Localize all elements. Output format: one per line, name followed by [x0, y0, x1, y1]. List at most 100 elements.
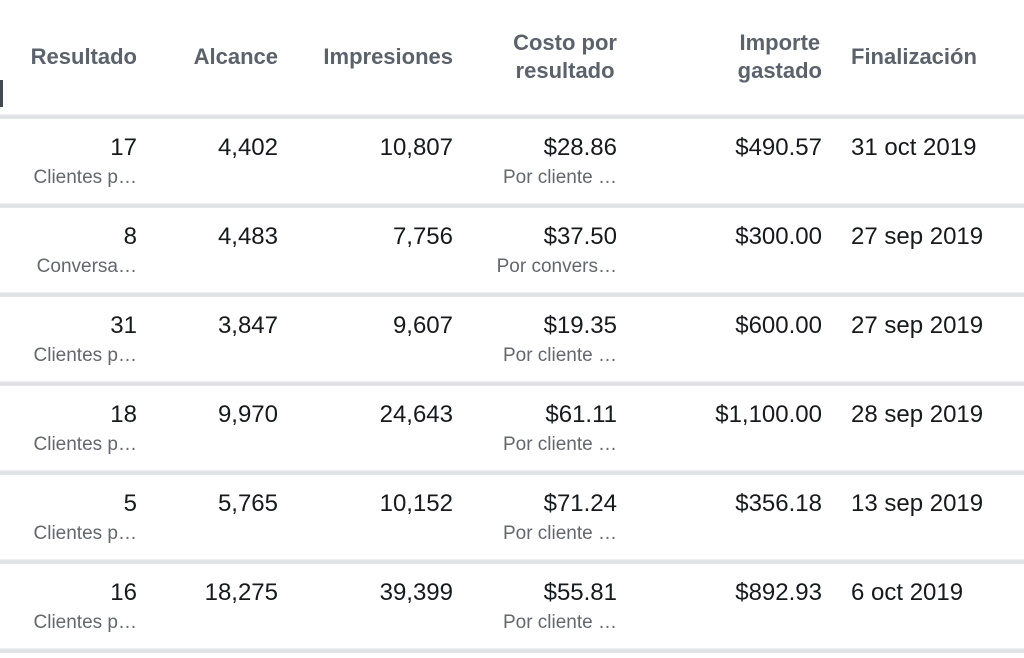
reach-value: 9,970	[217, 401, 278, 428]
cost-per-result-value: $55.81	[543, 579, 617, 606]
cost-type-label: Por cliente …	[502, 167, 617, 188]
cell-alcance: 9,970	[137, 399, 278, 470]
reach-value: 18,275	[204, 579, 278, 606]
cell-costo-por-resultado: $71.24 Por cliente …	[453, 488, 617, 559]
reach-value: 4,402	[217, 134, 278, 161]
cell-resultado: 8 Conversa…	[18, 221, 137, 292]
result-value: 18	[110, 401, 137, 428]
cost-type-label: Por cliente …	[502, 523, 617, 544]
cell-importe-gastado: $892.93	[617, 577, 822, 648]
column-header-label: Resultado	[30, 44, 137, 69]
cell-impresiones: 10,807	[278, 132, 453, 203]
table-row: 18 Clientes p… 9,970 24,643 $61.11 Por c…	[18, 386, 1024, 470]
amount-spent-value: $300.00	[735, 223, 822, 250]
column-header-costo-por-resultado[interactable]: Costo por resultado	[453, 29, 617, 85]
end-date-value: 31 oct 2019	[851, 134, 977, 161]
cost-type-label: Por cliente …	[502, 345, 617, 366]
amount-spent-value: $356.18	[735, 490, 822, 517]
amount-spent-value: $490.57	[735, 134, 822, 161]
cell-costo-por-resultado: $55.81 Por cliente …	[453, 577, 617, 648]
cell-impresiones: 7,756	[278, 221, 453, 292]
reach-value: 4,483	[217, 223, 278, 250]
cost-per-result-value: $61.11	[545, 401, 617, 428]
result-value: 31	[110, 312, 137, 339]
result-value: 17	[110, 134, 137, 161]
result-value: 16	[110, 579, 137, 606]
end-date-value: 6 oct 2019	[851, 579, 964, 606]
cost-per-result-value: $71.24	[543, 490, 617, 517]
cell-finalizacion: 28 sep 2019	[822, 399, 1000, 470]
column-header-resultado[interactable]: Resultado	[18, 43, 137, 71]
column-header-label: Importe gastado	[737, 30, 822, 83]
cost-per-result-value: $28.86	[543, 134, 617, 161]
end-date-value: 28 sep 2019	[851, 401, 984, 428]
column-header-finalizacion[interactable]: Finalización	[822, 43, 1000, 71]
cell-impresiones: 9,607	[278, 310, 453, 381]
result-value: 5	[123, 490, 137, 517]
impressions-value: 10,807	[379, 134, 453, 161]
amount-spent-value: $1,100.00	[715, 401, 822, 428]
column-header-alcance[interactable]: Alcance	[137, 43, 278, 71]
row-divider	[0, 381, 1024, 386]
column-header-label: Finalización	[851, 44, 977, 69]
result-type-label: Clientes p…	[33, 523, 138, 544]
cost-per-result-value: $19.35	[543, 312, 617, 339]
cell-alcance: 5,765	[137, 488, 278, 559]
impressions-value: 9,607	[392, 312, 453, 339]
column-header-impresiones[interactable]: Impresiones	[278, 43, 453, 71]
table-row: 17 Clientes p… 4,402 10,807 $28.86 Por c…	[18, 119, 1024, 203]
cell-finalizacion: 27 sep 2019	[822, 310, 1000, 381]
cell-impresiones: 39,399	[278, 577, 453, 648]
column-header-importe-gastado[interactable]: Importe gastado	[617, 29, 822, 85]
cell-costo-por-resultado: $19.35 Por cliente …	[453, 310, 617, 381]
column-header-label: Costo por resultado	[513, 30, 617, 83]
cost-type-label: Por cliente …	[502, 612, 617, 633]
result-type-label: Clientes p…	[33, 612, 138, 633]
cropped-glyph-artifact	[0, 80, 3, 107]
reach-value: 5,765	[217, 490, 278, 517]
cell-resultado: 16 Clientes p…	[18, 577, 138, 648]
column-header-label: Impresiones	[323, 44, 453, 69]
row-divider	[0, 648, 1024, 653]
cell-impresiones: 24,643	[278, 399, 453, 470]
row-divider	[0, 114, 1024, 119]
cell-finalizacion: 27 sep 2019	[822, 221, 1000, 292]
cell-resultado: 18 Clientes p…	[18, 399, 138, 470]
cell-resultado: 5 Clientes p…	[18, 488, 138, 559]
impressions-value: 24,643	[379, 401, 453, 428]
cell-importe-gastado: $300.00	[617, 221, 822, 292]
cell-importe-gastado: $490.57	[617, 132, 822, 203]
cell-alcance: 4,483	[137, 221, 278, 292]
result-type-label: Clientes p…	[33, 167, 138, 188]
cell-finalizacion: 6 oct 2019	[822, 577, 1000, 648]
end-date-value: 13 sep 2019	[851, 490, 984, 517]
cell-finalizacion: 31 oct 2019	[822, 132, 1000, 203]
cell-impresiones: 10,152	[278, 488, 453, 559]
cell-costo-por-resultado: $28.86 Por cliente …	[453, 132, 617, 203]
cell-alcance: 4,402	[137, 132, 278, 203]
reach-value: 3,847	[217, 312, 278, 339]
row-divider	[0, 292, 1024, 297]
cell-resultado: 17 Clientes p…	[18, 132, 138, 203]
cost-per-result-value: $37.50	[543, 223, 617, 250]
table-header-row: Resultado Alcance Impresiones Costo por …	[18, 0, 1024, 114]
amount-spent-value: $892.93	[735, 579, 822, 606]
cell-finalizacion: 13 sep 2019	[822, 488, 1000, 559]
impressions-value: 10,152	[379, 490, 453, 517]
table-row: 5 Clientes p… 5,765 10,152 $71.24 Por cl…	[18, 475, 1024, 559]
row-divider	[0, 559, 1024, 564]
cell-costo-por-resultado: $37.50 Por convers…	[453, 221, 617, 292]
end-date-value: 27 sep 2019	[851, 312, 984, 339]
cell-importe-gastado: $600.00	[617, 310, 822, 381]
cell-importe-gastado: $356.18	[617, 488, 822, 559]
row-divider	[0, 203, 1024, 208]
amount-spent-value: $600.00	[735, 312, 822, 339]
impressions-value: 7,756	[392, 223, 453, 250]
cell-resultado: 31 Clientes p…	[18, 310, 138, 381]
column-header-label: Alcance	[193, 44, 278, 69]
table-row: 8 Conversa… 4,483 7,756 $37.50 Por conve…	[18, 208, 1024, 292]
cell-alcance: 3,847	[137, 310, 278, 381]
result-value: 8	[123, 223, 137, 250]
row-divider	[0, 470, 1024, 475]
